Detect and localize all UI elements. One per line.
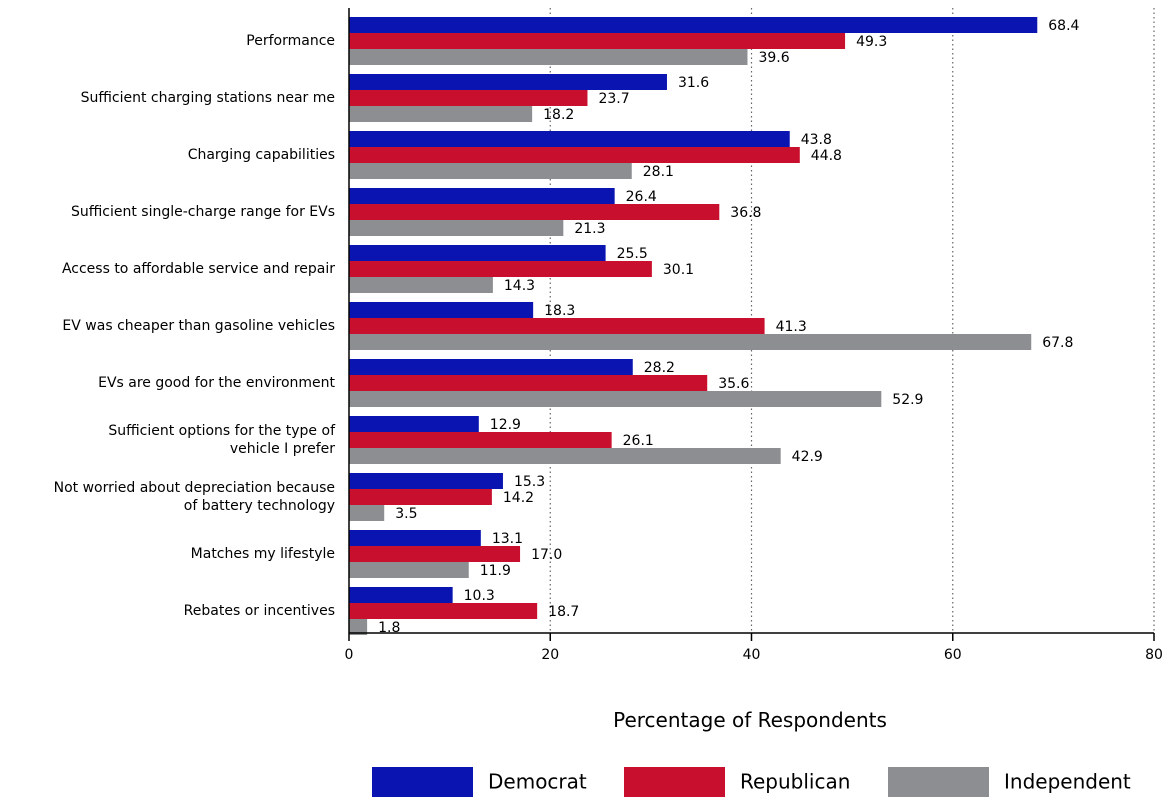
legend-swatch-independent bbox=[888, 767, 989, 797]
category-label-9: Matches my lifestyle bbox=[191, 546, 335, 562]
bar-republican-5 bbox=[349, 318, 765, 334]
category-label-4: Access to affordable service and repair bbox=[62, 261, 335, 277]
bars bbox=[349, 17, 1038, 635]
value-label-independent-1: 18.2 bbox=[543, 107, 574, 123]
value-label-republican-3: 36.8 bbox=[730, 205, 761, 221]
legend: Democrat Republican Independent bbox=[372, 767, 1131, 797]
value-label-democrat-6: 28.2 bbox=[644, 360, 675, 376]
bar-independent-2 bbox=[349, 163, 632, 179]
bar-democrat-3 bbox=[349, 188, 615, 204]
category-label-1: Sufficient charging stations near me bbox=[81, 90, 335, 106]
category-label-7: Sufficient options for the type of vehicl… bbox=[108, 423, 336, 457]
bar-independent-3 bbox=[349, 220, 564, 236]
bar-democrat-7 bbox=[349, 416, 479, 432]
value-label-democrat-7: 12.9 bbox=[490, 417, 521, 433]
x-tick-label-4: 80 bbox=[1145, 647, 1163, 663]
axes: 0 20 40 60 80 bbox=[345, 8, 1163, 663]
value-label-democrat-4: 25.5 bbox=[617, 246, 648, 262]
category-label-2: Charging capabilities bbox=[188, 147, 335, 163]
value-label-independent-0: 39.6 bbox=[758, 50, 789, 66]
value-label-republican-0: 49.3 bbox=[856, 34, 887, 50]
bar-republican-1 bbox=[349, 90, 588, 106]
bar-democrat-2 bbox=[349, 131, 790, 147]
bar-democrat-6 bbox=[349, 359, 633, 375]
value-label-independent-3: 21.3 bbox=[574, 221, 605, 237]
bar-republican-4 bbox=[349, 261, 652, 277]
category-label-10: Rebates or incentives bbox=[184, 603, 335, 619]
bar-democrat-1 bbox=[349, 74, 667, 90]
value-label-democrat-8: 15.3 bbox=[514, 474, 545, 490]
bar-independent-8 bbox=[349, 505, 385, 521]
value-label-republican-5: 41.3 bbox=[776, 319, 807, 335]
value-label-independent-8: 3.5 bbox=[395, 506, 417, 522]
category-label-8: Not worried about depreciation because of… bbox=[54, 480, 335, 514]
value-label-republican-2: 44.8 bbox=[811, 148, 842, 164]
x-tick-label-3: 60 bbox=[944, 647, 962, 663]
value-label-democrat-10: 10.3 bbox=[464, 588, 495, 604]
bar-independent-9 bbox=[349, 562, 469, 578]
category-label-0: Performance bbox=[246, 33, 335, 49]
bar-republican-9 bbox=[349, 546, 521, 562]
value-labels: 68.4 49.3 39.6 31.6 23.7 18.2 43.844.8 28.1 26.4… bbox=[378, 18, 1079, 636]
value-label-democrat-9: 13.1 bbox=[492, 531, 523, 547]
value-label-republican-9: 17.0 bbox=[531, 547, 562, 563]
bar-republican-0 bbox=[349, 33, 846, 49]
bar-democrat-8 bbox=[349, 473, 503, 489]
category-labels: Performance Sufficient charging stations … bbox=[54, 33, 336, 619]
bar-democrat-9 bbox=[349, 530, 481, 546]
x-tick-label-2: 40 bbox=[743, 647, 761, 663]
value-label-republican-1: 23.7 bbox=[598, 91, 629, 107]
bar-independent-1 bbox=[349, 106, 533, 122]
bar-republican-3 bbox=[349, 204, 720, 220]
value-label-democrat-0: 68.4 bbox=[1048, 18, 1079, 34]
bar-independent-10 bbox=[349, 619, 368, 635]
value-label-republican-7: 26.1 bbox=[623, 433, 654, 449]
bar-independent-5 bbox=[349, 334, 1032, 350]
bar-independent-4 bbox=[349, 277, 493, 293]
bar-democrat-0 bbox=[349, 17, 1038, 33]
x-tick-label-0: 0 bbox=[345, 647, 354, 663]
category-label-6: EVs are good for the environment bbox=[98, 375, 335, 391]
bar-independent-7 bbox=[349, 448, 781, 464]
value-label-independent-5: 67.8 bbox=[1042, 335, 1073, 351]
value-label-independent-7: 42.9 bbox=[792, 449, 823, 465]
value-label-republican-4: 30.1 bbox=[663, 262, 694, 278]
value-label-democrat-3: 26.4 bbox=[626, 189, 657, 205]
bar-democrat-10 bbox=[349, 587, 453, 603]
x-tick-label-1: 20 bbox=[541, 647, 559, 663]
category-label-3: Sufficient single-charge range for EVs bbox=[71, 204, 335, 220]
bar-republican-8 bbox=[349, 489, 492, 505]
value-label-independent-6: 52.9 bbox=[892, 392, 923, 408]
bar-democrat-5 bbox=[349, 302, 534, 318]
gridlines bbox=[549, 8, 1155, 633]
legend-swatch-republican bbox=[624, 767, 725, 797]
legend-label-independent: Independent bbox=[1004, 770, 1131, 794]
value-label-independent-10: 1.8 bbox=[378, 620, 400, 636]
bar-independent-6 bbox=[349, 391, 882, 407]
legend-swatch-democrat bbox=[372, 767, 473, 797]
bar-republican-2 bbox=[349, 147, 800, 163]
bar-republican-7 bbox=[349, 432, 612, 448]
value-label-democrat-5: 18.3 bbox=[544, 303, 575, 319]
category-label-5: EV was cheaper than gasoline vehicles bbox=[62, 318, 335, 334]
value-label-republican-10: 18.7 bbox=[548, 604, 579, 620]
bar-republican-6 bbox=[349, 375, 708, 391]
bar-democrat-4 bbox=[349, 245, 606, 261]
legend-label-republican: Republican bbox=[740, 770, 850, 794]
legend-label-democrat: Democrat bbox=[488, 770, 587, 794]
value-label-democrat-2: 43.8 bbox=[801, 132, 832, 148]
value-label-democrat-1: 31.6 bbox=[678, 75, 709, 91]
value-label-independent-4: 14.3 bbox=[504, 278, 535, 294]
value-label-republican-8: 14.2 bbox=[503, 490, 534, 506]
value-label-independent-2: 28.1 bbox=[643, 164, 674, 180]
value-label-independent-9: 11.9 bbox=[480, 563, 511, 579]
bar-republican-10 bbox=[349, 603, 538, 619]
x-axis-title: Percentage of Respondents bbox=[613, 708, 887, 732]
value-label-republican-6: 35.6 bbox=[718, 376, 749, 392]
bar-independent-0 bbox=[349, 49, 748, 65]
